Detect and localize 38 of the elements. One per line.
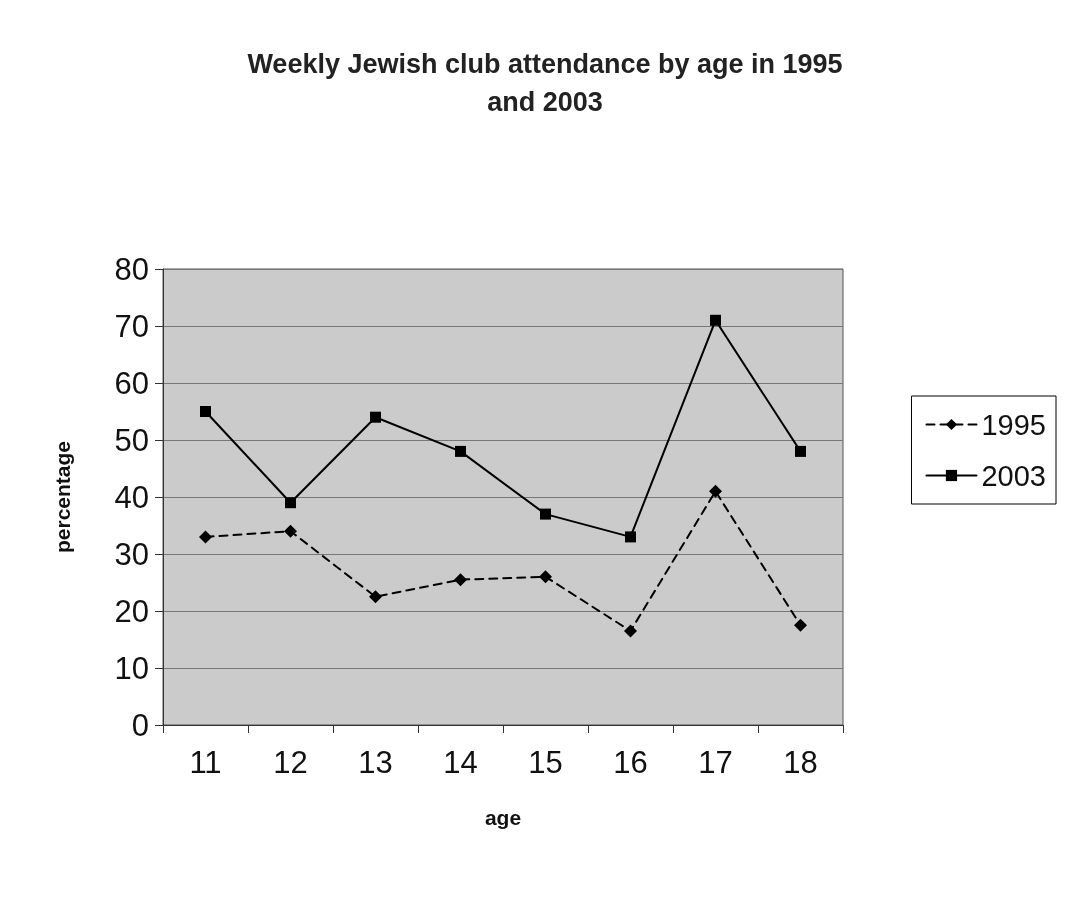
y-tick-label: 70 bbox=[114, 308, 149, 344]
y-tick-label: 0 bbox=[131, 707, 149, 743]
y-tick-label: 10 bbox=[114, 650, 149, 686]
point bbox=[285, 497, 296, 509]
point bbox=[199, 530, 212, 544]
point bbox=[369, 590, 382, 604]
x-tick-label: 15 bbox=[528, 745, 563, 780]
point bbox=[625, 531, 636, 543]
point bbox=[710, 314, 721, 326]
point bbox=[540, 508, 551, 520]
point bbox=[794, 618, 807, 632]
x-tick-label: 11 bbox=[189, 745, 222, 780]
point bbox=[624, 624, 637, 638]
point bbox=[709, 484, 722, 498]
y-tick-label: 60 bbox=[114, 365, 149, 401]
x-tick-label: 18 bbox=[783, 745, 818, 780]
point bbox=[455, 445, 466, 457]
point bbox=[539, 570, 552, 584]
chart-title: Weekly Jewish club attendance by age in 1995 and 2003 bbox=[247, 49, 843, 117]
point bbox=[370, 411, 381, 423]
point bbox=[454, 573, 467, 587]
point bbox=[284, 524, 297, 538]
y-tick-label: 30 bbox=[114, 536, 149, 572]
x-tick-label: 16 bbox=[613, 745, 648, 780]
point bbox=[795, 445, 806, 457]
y-tick-label: 40 bbox=[114, 479, 149, 515]
x-tick-label: 12 bbox=[273, 745, 308, 780]
x-tick-label: 17 bbox=[698, 745, 733, 780]
y-axis-title: percentage bbox=[51, 440, 74, 554]
y-tick-label: 80 bbox=[114, 251, 149, 287]
x-tick-label: 14 bbox=[443, 745, 478, 780]
legend-label: 1995 bbox=[981, 408, 1046, 441]
y-tick-label: 20 bbox=[114, 593, 149, 629]
x-axis-title: age bbox=[484, 806, 522, 829]
point bbox=[200, 406, 211, 417]
legend-label: 2003 bbox=[981, 459, 1046, 492]
x-tick-label: 13 bbox=[358, 745, 393, 780]
y-tick-label: 50 bbox=[114, 422, 149, 458]
